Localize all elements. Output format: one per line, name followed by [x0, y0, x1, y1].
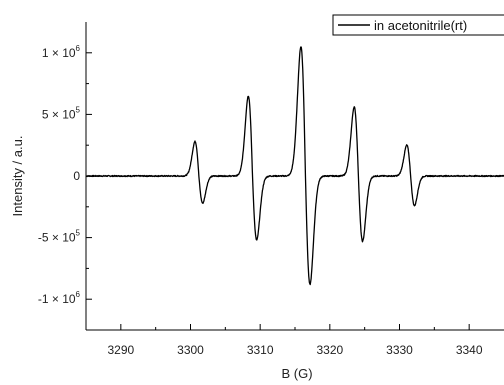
x-axis-title: B (G) [281, 366, 312, 381]
x-tick-label: 3320 [316, 343, 343, 357]
x-tick-label: 3340 [456, 343, 483, 357]
legend: in acetonitrile(rt) [332, 14, 504, 36]
y-axis-ticks: 1 × 106 5 × 105 0 -5 × 105 -1 × 106 [38, 44, 92, 306]
legend-box [332, 14, 504, 36]
x-tick-label: 3290 [107, 343, 134, 357]
y-tick-label: -5 × 105 [38, 229, 81, 245]
y-tick-label: 1 × 106 [42, 44, 81, 60]
x-tick-label: 3310 [247, 343, 274, 357]
x-tick-label: 3300 [177, 343, 204, 357]
x-axis-ticks: 3290 3300 3310 3320 3330 3340 [85, 324, 483, 357]
y-axis-title: Intensity / a.u. [10, 136, 25, 217]
x-tick-label: 3330 [386, 343, 413, 357]
y-tick-label: 0 [73, 169, 80, 183]
series-line-in-acetonitrile [85, 46, 504, 286]
legend-label: in acetonitrile(rt) [374, 18, 467, 33]
y-tick-label: 5 × 105 [42, 105, 81, 121]
y-tick-label: -1 × 106 [38, 290, 81, 306]
